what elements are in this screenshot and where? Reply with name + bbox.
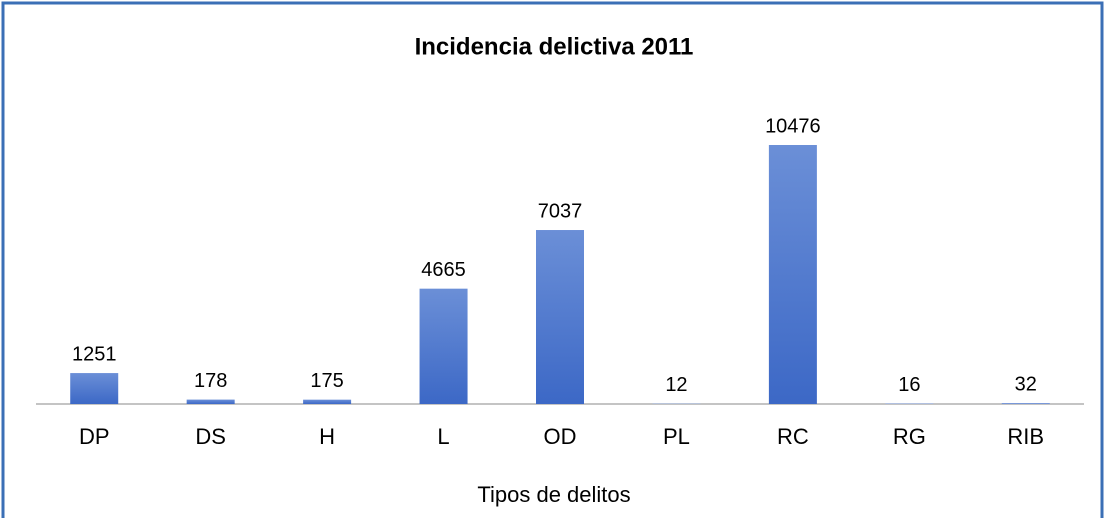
x-axis-title: Tipos de delitos bbox=[477, 482, 630, 507]
value-label: 7037 bbox=[538, 200, 583, 222]
bar bbox=[536, 230, 584, 404]
chart-title: Incidencia delictiva 2011 bbox=[415, 33, 694, 60]
bar bbox=[186, 399, 235, 404]
x-tick-label: DP bbox=[79, 424, 110, 449]
x-tick-label: RIB bbox=[1007, 424, 1044, 449]
x-tick-label: RC bbox=[777, 424, 809, 449]
x-tick-label: DS bbox=[195, 424, 226, 449]
bar bbox=[419, 288, 468, 404]
value-label: 16 bbox=[898, 374, 920, 396]
x-tick-label: PL bbox=[663, 424, 690, 449]
x-tick-label: L bbox=[437, 424, 449, 449]
value-label: 175 bbox=[310, 370, 343, 392]
value-label: 1251 bbox=[72, 343, 117, 365]
x-tick-label: RG bbox=[893, 424, 926, 449]
bar bbox=[70, 373, 119, 404]
bar bbox=[1001, 403, 1050, 404]
x-tick-label: OD bbox=[544, 424, 577, 449]
value-label: 12 bbox=[665, 374, 687, 396]
value-label: 10476 bbox=[765, 115, 821, 137]
bar bbox=[303, 399, 352, 404]
value-label: 4665 bbox=[421, 259, 466, 281]
x-tick-label: H bbox=[319, 424, 335, 449]
value-label: 178 bbox=[194, 370, 227, 392]
value-label: 32 bbox=[1015, 373, 1037, 395]
bar bbox=[768, 145, 817, 404]
